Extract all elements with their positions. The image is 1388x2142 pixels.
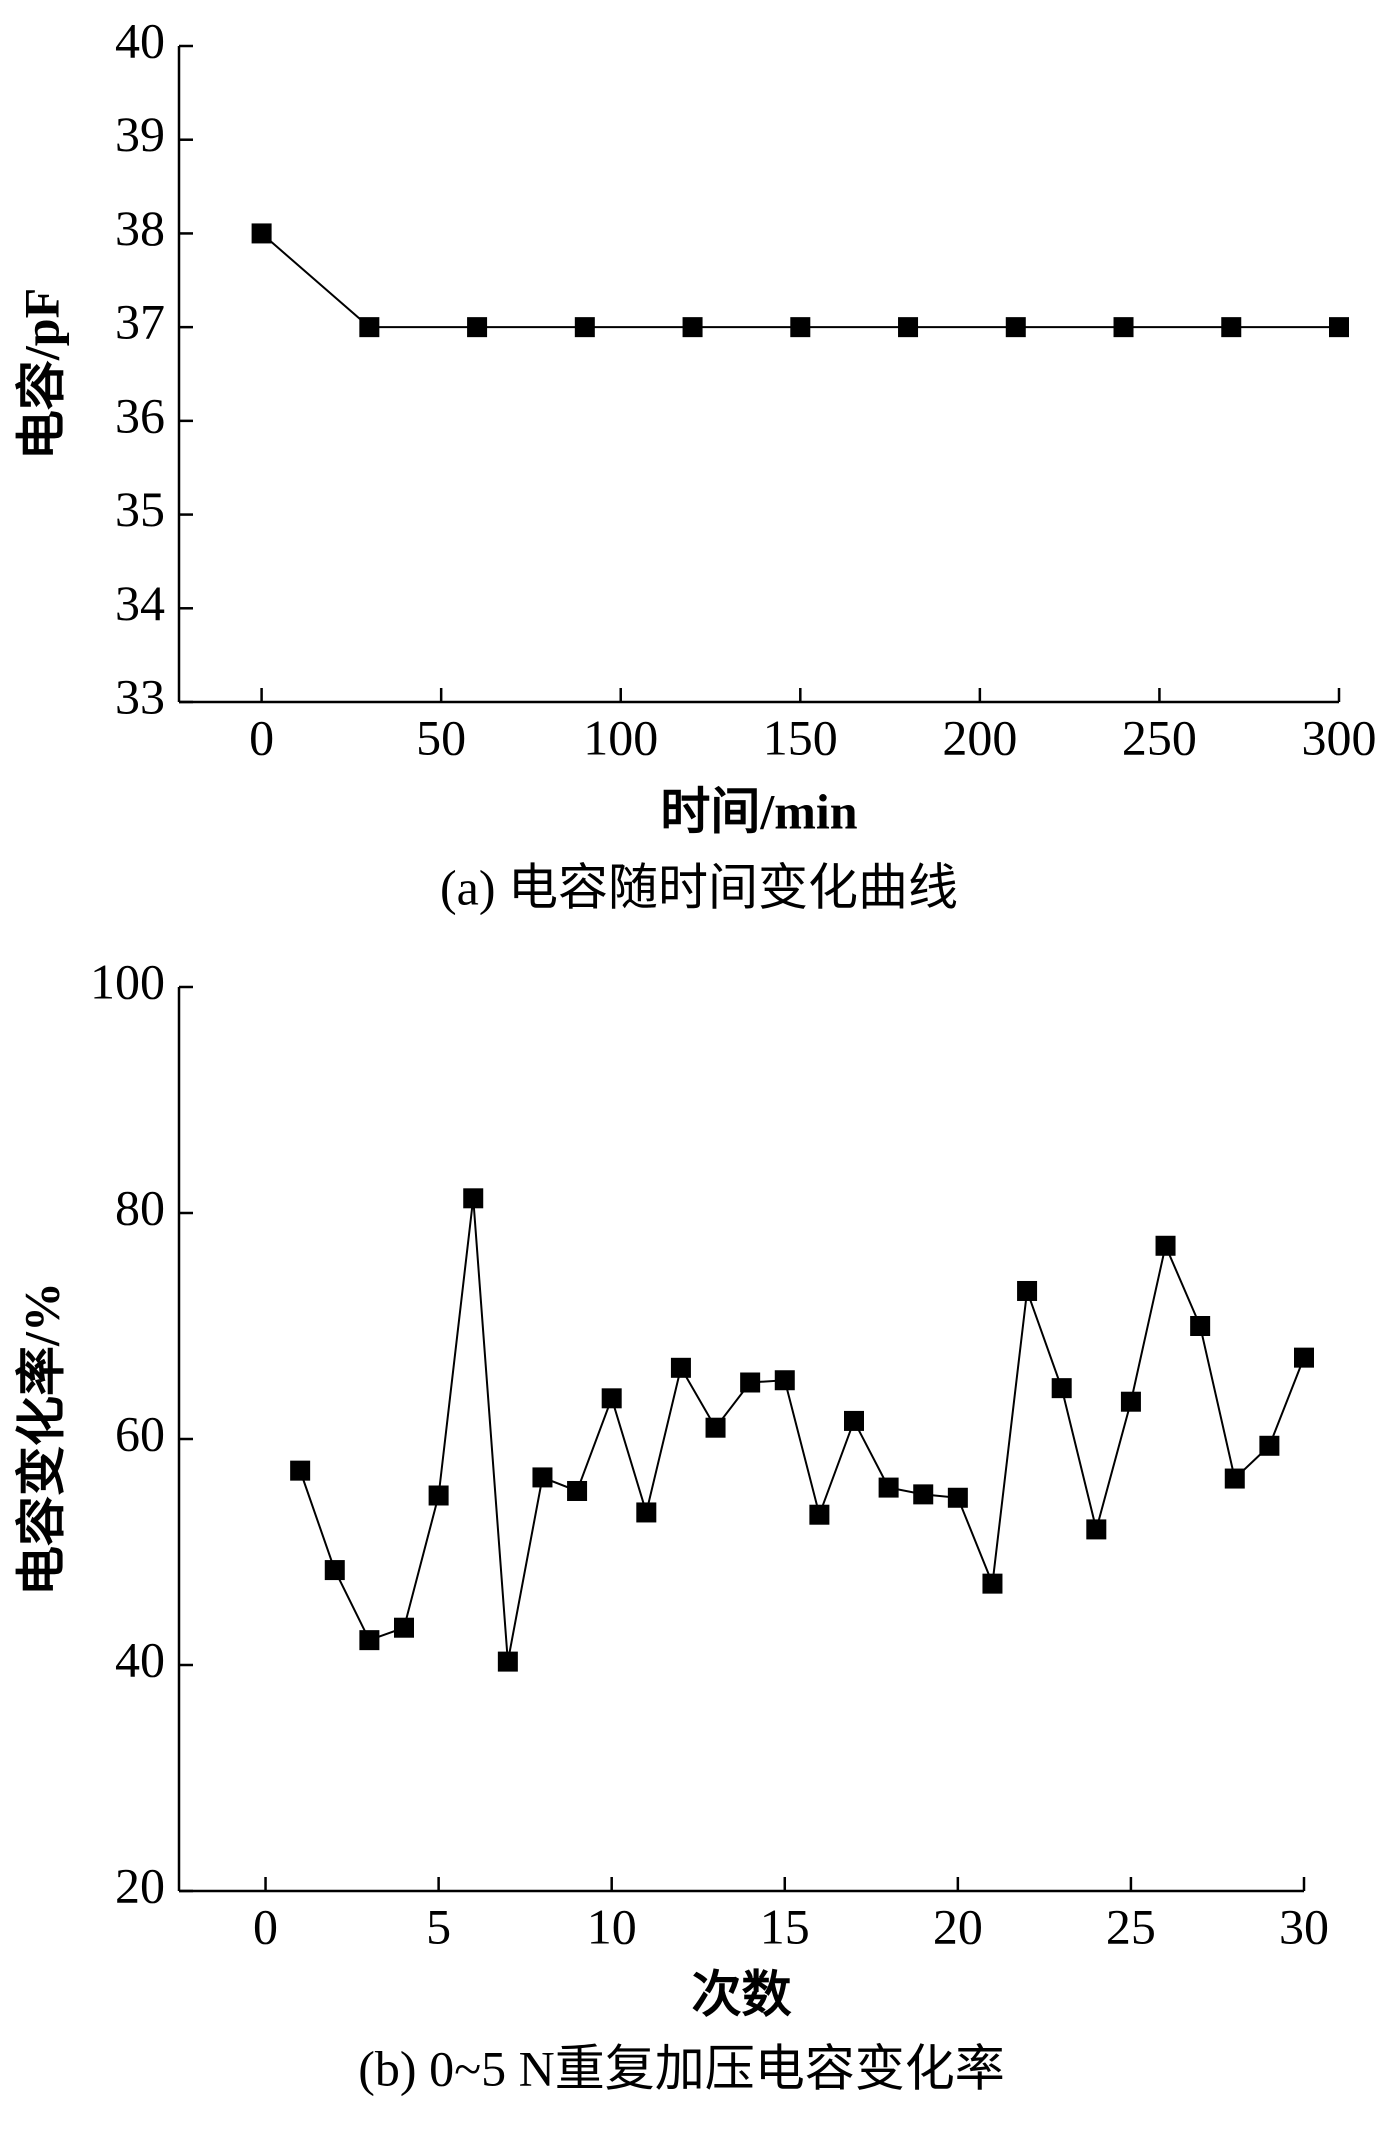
y-tick-label: 100 bbox=[90, 953, 165, 1009]
x-axis-title: 时间/min bbox=[660, 783, 857, 839]
x-tick-label: 10 bbox=[587, 1898, 637, 1954]
marker bbox=[682, 317, 703, 338]
x-tick-label: 25 bbox=[1106, 1898, 1156, 1954]
y-tick-label: 35 bbox=[115, 481, 165, 537]
marker bbox=[740, 1372, 761, 1393]
marker bbox=[705, 1417, 726, 1438]
y-tick-label: 38 bbox=[115, 200, 165, 256]
marker bbox=[1259, 1435, 1280, 1456]
marker bbox=[497, 1651, 518, 1672]
x-tick-label: 20 bbox=[933, 1898, 983, 1954]
marker bbox=[670, 1357, 691, 1378]
marker bbox=[947, 1487, 968, 1508]
marker bbox=[251, 223, 272, 244]
x-tick-label: 5 bbox=[426, 1898, 451, 1954]
marker bbox=[878, 1477, 899, 1498]
x-tick-label: 250 bbox=[1122, 709, 1197, 765]
marker bbox=[1190, 1316, 1211, 1336]
x-tick-label: 0 bbox=[253, 1898, 278, 1954]
y-tick-label: 37 bbox=[115, 294, 165, 350]
marker bbox=[1005, 317, 1026, 338]
marker bbox=[1086, 1519, 1107, 1540]
marker bbox=[844, 1410, 864, 1431]
marker bbox=[532, 1467, 553, 1488]
marker bbox=[636, 1502, 657, 1523]
y-axis-title: 电容变化率/% bbox=[13, 1282, 69, 1596]
y-tick-label: 20 bbox=[115, 1857, 165, 1913]
marker bbox=[467, 317, 488, 338]
x-tick-label: 150 bbox=[763, 709, 838, 765]
marker bbox=[1224, 1468, 1245, 1489]
marker bbox=[359, 317, 380, 338]
marker bbox=[809, 1504, 830, 1525]
x-tick-label: 200 bbox=[942, 709, 1017, 765]
y-tick-label: 33 bbox=[115, 668, 165, 724]
x-axis-title: 次数 bbox=[692, 1966, 792, 2022]
x-tick-label: 50 bbox=[416, 709, 466, 765]
marker bbox=[1051, 1378, 1072, 1399]
y-tick-label: 39 bbox=[115, 106, 165, 162]
marker bbox=[394, 1617, 414, 1638]
y-tick-label: 60 bbox=[115, 1405, 165, 1461]
marker bbox=[898, 317, 919, 338]
marker bbox=[1221, 317, 1242, 338]
marker bbox=[1155, 1235, 1176, 1256]
marker bbox=[1329, 317, 1349, 338]
data-line bbox=[299, 1198, 1305, 1662]
x-tick-label: 0 bbox=[249, 709, 274, 765]
data-line bbox=[260, 232, 1339, 329]
marker bbox=[290, 1460, 311, 1481]
marker bbox=[359, 1630, 380, 1651]
marker bbox=[1120, 1391, 1141, 1412]
marker bbox=[982, 1573, 1003, 1594]
x-tick-label: 30 bbox=[1279, 1898, 1329, 1954]
marker bbox=[428, 1485, 449, 1506]
x-tick-label: 15 bbox=[760, 1898, 810, 1954]
chart-caption: (a) 电容随时间变化曲线 bbox=[440, 859, 958, 915]
y-tick-label: 36 bbox=[115, 387, 165, 443]
y-tick-label: 40 bbox=[115, 1631, 165, 1687]
y-tick-label: 80 bbox=[115, 1179, 165, 1235]
marker bbox=[567, 1480, 588, 1501]
marker bbox=[1294, 1347, 1314, 1368]
marker bbox=[324, 1560, 345, 1581]
marker bbox=[913, 1484, 934, 1505]
y-tick-label: 34 bbox=[115, 575, 165, 631]
marker bbox=[1113, 317, 1134, 338]
marker bbox=[774, 1370, 795, 1391]
marker bbox=[574, 317, 595, 338]
marker bbox=[1017, 1280, 1038, 1301]
y-tick-label: 40 bbox=[115, 12, 165, 68]
y-axis-title: 电容/pF bbox=[13, 288, 69, 460]
x-tick-label: 300 bbox=[1302, 709, 1377, 765]
x-tick-label: 100 bbox=[583, 709, 658, 765]
chart-caption: (b) 0~5 N重复加压电容变化率 bbox=[358, 2040, 1004, 2096]
marker bbox=[790, 317, 811, 338]
marker bbox=[463, 1188, 484, 1209]
marker bbox=[601, 1388, 622, 1409]
